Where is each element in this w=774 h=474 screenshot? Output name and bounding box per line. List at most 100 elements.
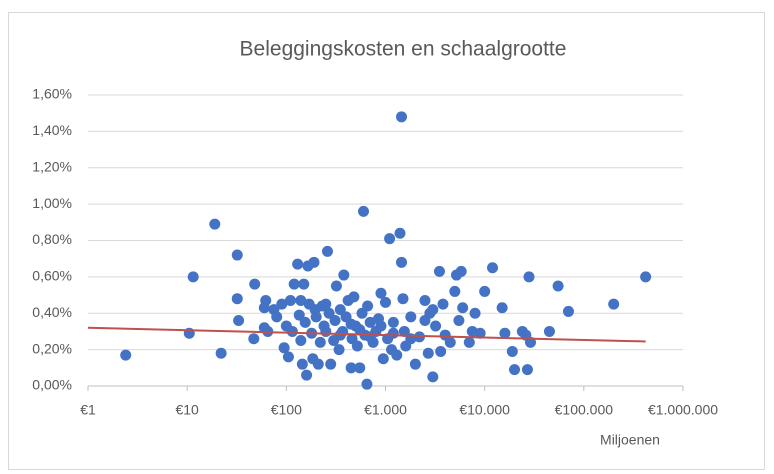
point [320,298,332,310]
point [329,315,341,327]
point [523,271,535,283]
point [433,265,445,277]
point [474,327,486,339]
point [449,285,461,297]
point [320,325,332,337]
x-tick-label: €1.000 [364,402,407,418]
point [295,295,307,307]
point [427,371,439,383]
point [396,111,408,123]
point [276,298,288,310]
point [387,327,399,339]
point [444,336,456,348]
point [278,342,290,354]
y-tick-label: 1,20% [32,158,72,174]
point [405,311,417,323]
point [187,271,199,283]
point [453,315,465,327]
point [348,291,360,303]
point [419,295,431,307]
point [333,344,345,356]
point [354,362,366,374]
point [398,325,410,337]
point [258,302,270,314]
point [391,349,403,361]
x-tick-label: €1 [80,402,96,418]
point [427,304,439,316]
point [457,302,469,314]
point [509,364,521,376]
point [364,331,376,343]
point [419,315,431,327]
point [233,315,245,327]
y-tick-label: 1,00% [32,195,72,211]
point [361,378,373,390]
point [608,298,620,310]
point [293,309,305,321]
y-tick-label: 0,20% [32,340,72,356]
point [496,302,508,314]
point [409,358,421,370]
y-tick-label: 1,40% [32,122,72,138]
point [455,265,467,277]
point [271,311,283,323]
point [430,320,442,332]
point [640,271,652,283]
point [487,262,499,274]
point [231,293,243,305]
point [397,293,409,305]
point [295,335,307,347]
point [396,256,408,268]
point [552,280,564,292]
point [338,269,350,281]
point [377,353,389,365]
point [435,345,447,357]
x-axis-label: Miljoenen [600,432,660,448]
point [120,349,132,361]
point [463,336,475,348]
point [375,320,387,332]
y-tick-label: 0,80% [32,231,72,247]
point [334,329,346,341]
point [437,298,449,310]
point [394,227,406,239]
point [469,307,481,319]
point [345,318,357,330]
point [249,278,261,290]
point [314,336,326,348]
point [358,205,369,217]
point [299,316,311,328]
point [499,327,511,339]
point [301,369,313,381]
y-tick-label: 0,00% [32,377,72,393]
point [506,345,518,357]
point [384,233,396,245]
point [543,325,555,337]
point [298,278,310,290]
y-tick-label: 1,60% [32,86,72,102]
x-tick-label: €10 [175,402,199,418]
point [380,296,391,308]
point [292,258,304,270]
point [521,364,533,376]
point [312,358,324,370]
point [562,305,574,317]
point [282,351,294,363]
point [325,358,337,370]
point [422,347,434,359]
point [387,316,399,328]
point [321,245,333,257]
point [284,295,296,307]
point [310,311,322,323]
point [354,324,366,336]
point [296,358,308,370]
y-tick-label: 0,60% [32,268,72,284]
x-tick-label: €100.000 [555,402,614,418]
x-tick-label: €100 [271,402,302,418]
point [308,256,320,268]
point [209,218,221,230]
point [215,347,227,359]
point [345,362,357,374]
point [323,307,335,319]
